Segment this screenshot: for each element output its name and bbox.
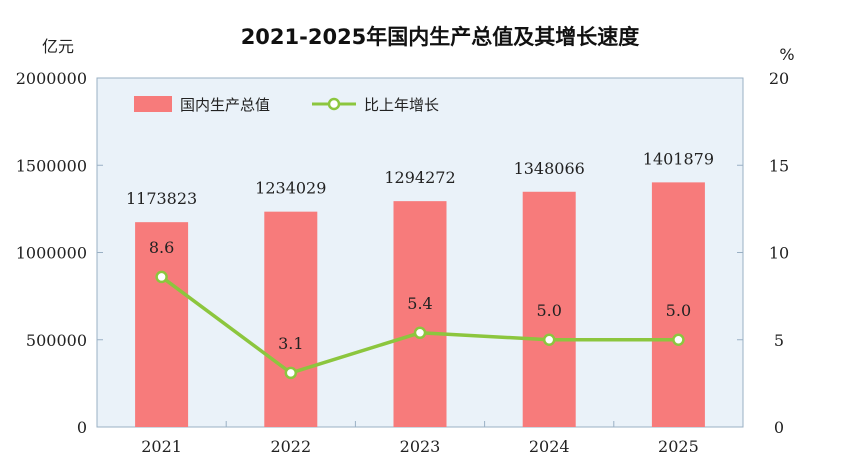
left-tick-label: 1500000 (16, 156, 87, 175)
right-tick-label: 0 (774, 418, 784, 437)
legend-swatch-gdp (134, 96, 172, 112)
x-tick-label: 2025 (658, 437, 699, 456)
x-tick-label: 2022 (270, 437, 311, 456)
line-series (155, 270, 685, 380)
bar-data-label: 1401879 (643, 149, 714, 168)
right-tick-label: 15 (769, 156, 789, 175)
line-data-label: 3.1 (278, 334, 303, 353)
line-data-labels: 8.6 3.1 5.4 5.0 5.0 (149, 238, 691, 353)
x-tick-label: 2023 (400, 437, 441, 456)
left-tick-label: 0 (77, 418, 87, 437)
line-point (542, 333, 556, 346)
x-axis-ticks: 2021 2022 2023 2024 2025 (141, 421, 699, 456)
right-tick-label: 5 (774, 331, 784, 350)
legend: 国内生产总值 比上年增长 (134, 96, 439, 114)
bar (135, 222, 189, 427)
right-axis-ticks: 0 5 10 15 20 (737, 69, 789, 437)
line-data-label: 5.0 (536, 301, 561, 320)
legend-label-growth: 比上年增长 (364, 96, 439, 114)
line-point (672, 333, 685, 346)
right-tick-label: 20 (769, 69, 789, 88)
line-data-label: 5.0 (666, 301, 691, 320)
line-data-label: 8.6 (149, 238, 174, 257)
left-tick-label: 500000 (26, 331, 87, 350)
left-axis-unit: 亿元 (42, 37, 74, 56)
line-data-label: 5.4 (407, 294, 432, 313)
bar-data-label: 1234029 (255, 179, 326, 198)
legend-label-gdp: 国内生产总值 (180, 96, 270, 114)
chart-title: 2021-2025年国内生产总值及其增长速度 (241, 25, 640, 49)
bar-data-labels: 1173823 1234029 1294272 1348066 1401879 (126, 149, 714, 208)
left-axis-ticks: 0 500000 1000000 1500000 2000000 (16, 69, 103, 437)
bar-data-label: 1173823 (126, 189, 197, 208)
legend-marker-growth (327, 97, 341, 111)
line-point (413, 326, 427, 340)
line-point (155, 270, 168, 284)
x-tick-label: 2024 (529, 437, 570, 456)
bar (393, 201, 447, 427)
bar (522, 191, 576, 427)
x-tick-label: 2021 (141, 437, 182, 456)
bar-data-label: 1348066 (514, 159, 585, 178)
right-axis-unit: % (779, 45, 794, 64)
line-point (284, 366, 298, 380)
bar-series (135, 182, 705, 427)
bar (264, 211, 318, 427)
left-tick-label: 1000000 (16, 244, 87, 263)
bar-data-label: 1294272 (384, 168, 455, 187)
left-tick-label: 2000000 (16, 69, 87, 88)
bar (651, 182, 705, 427)
right-tick-label: 10 (769, 244, 789, 263)
